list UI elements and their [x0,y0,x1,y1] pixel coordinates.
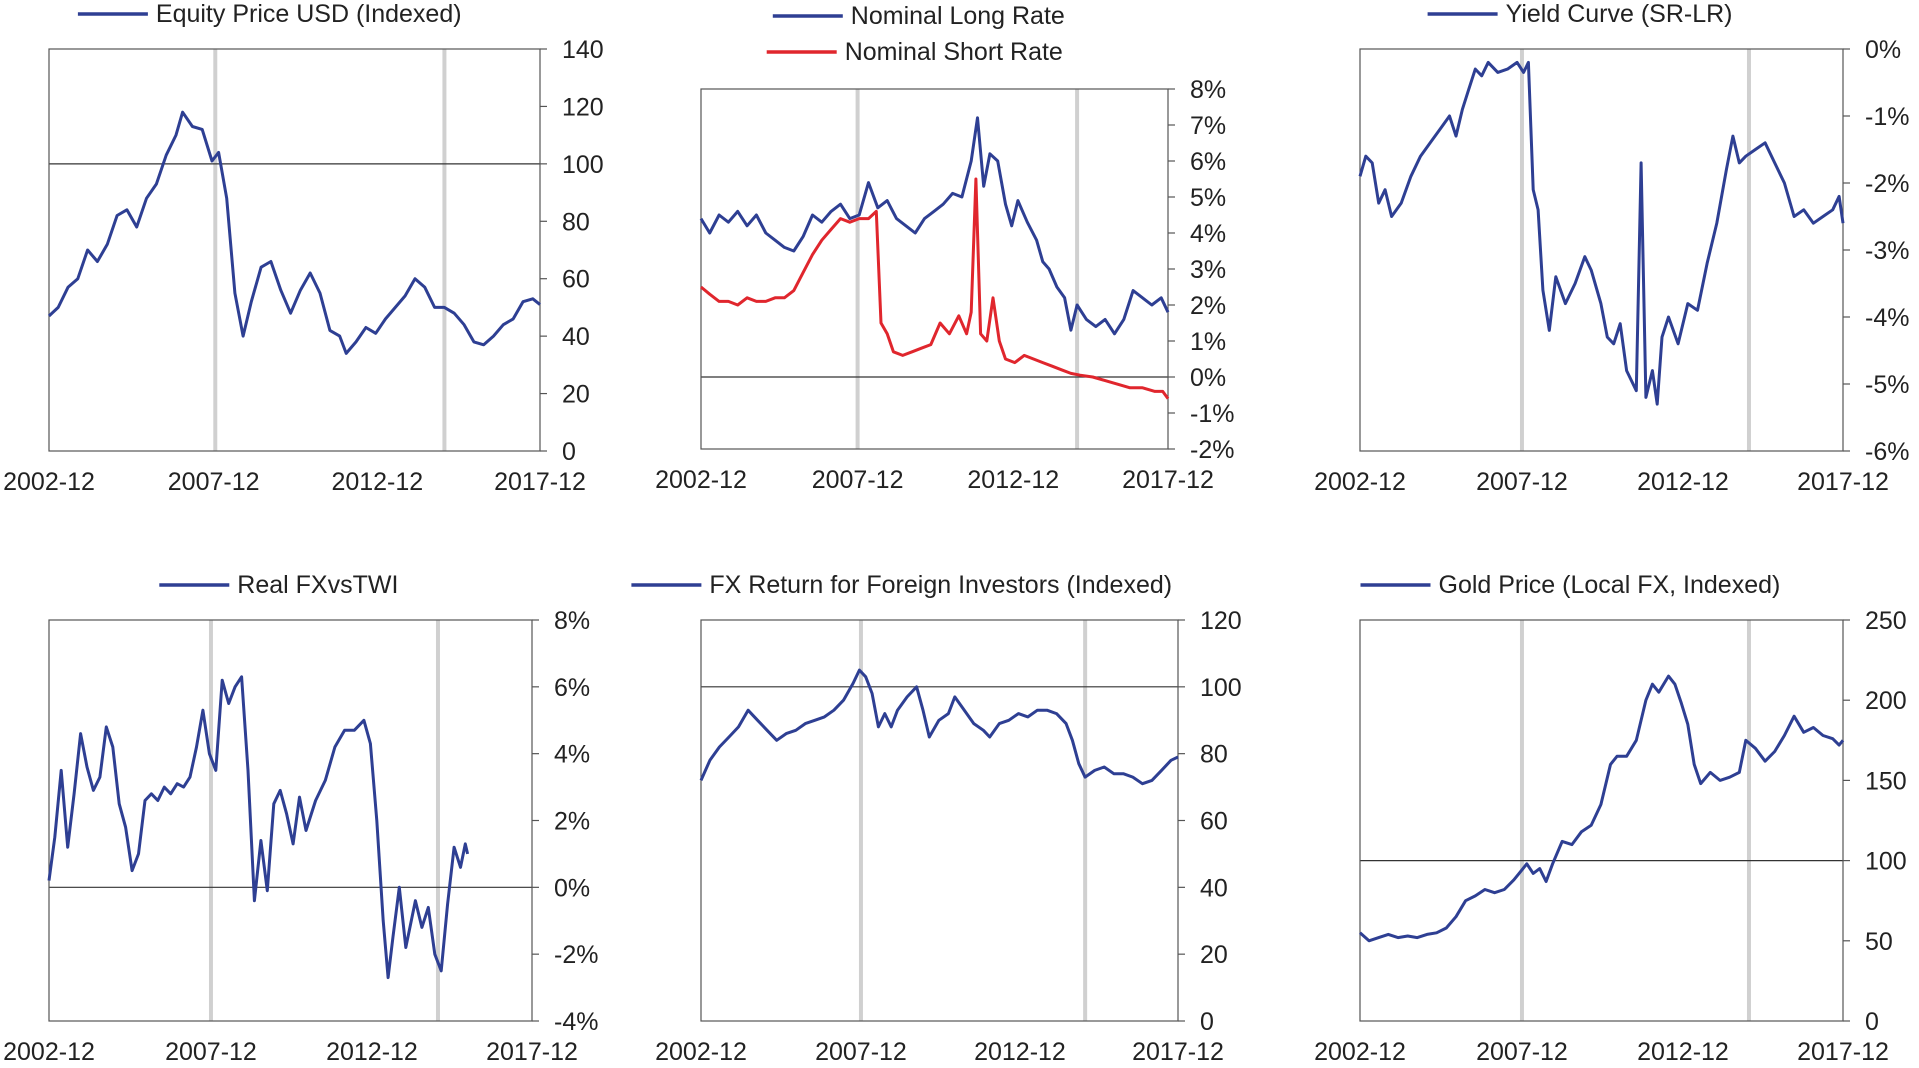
y-tick-label: -1% [1190,400,1234,428]
plot-frame [1359,619,1844,1022]
y-tick-label: 4% [554,741,590,769]
series-line-0 [47,675,470,980]
y-tick-label: 6% [1190,148,1226,176]
y-tick-label: 80 [562,208,590,236]
y-tick-label: 20 [1200,941,1228,969]
x-tick-label: 2012-12 [331,468,423,496]
y-tick-label: 50 [1865,928,1893,956]
x-tick-label: 2012-12 [1637,468,1729,496]
y-tick-label: 0% [554,874,590,902]
y-tick-label: 5% [1190,184,1226,212]
x-tick-label: 2017-12 [494,468,586,496]
legend-label: Real FXvsTWI [237,571,398,599]
chart-equity-price: 0 20 40 60 80 100 120 140 2002-12 2007-12 2012-12 2… [3,0,604,496]
legend-label: Gold Price (Local FX, Indexed) [1439,571,1781,599]
x-tick-label: 2017-12 [1132,1038,1224,1066]
chart-yield-curve: -6% -5% -4% -3% -2% -1% 0% 2002-12 2007-12 2012-1… [1314,0,1909,496]
x-tick-label: 2007-12 [1476,468,1568,496]
x-tick-label: 2007-12 [168,468,260,496]
legend-label: Equity Price USD (Indexed) [156,0,462,28]
legend-label: Nominal Long Rate [851,2,1065,30]
y-tick-label: 60 [562,266,590,294]
chart-fx-return: 0 20 40 60 80 100 120 2002-12 2007-12 2012-12 2017… [631,571,1242,1066]
x-tick-label: 2007-12 [815,1038,907,1066]
x-tick-label: 2012-12 [326,1038,418,1066]
y-tick-label: 100 [1200,674,1242,702]
y-tick-label: 200 [1865,687,1907,715]
y-tick-label: 150 [1865,767,1907,795]
x-tick-label: 2017-12 [486,1038,578,1066]
y-tick-label: 40 [562,323,590,351]
y-tick-label: 100 [562,151,604,179]
y-tick-label: 20 [562,381,590,409]
y-tick-label: 1% [1190,328,1226,356]
y-tick-label: 80 [1200,741,1228,769]
legend-label: Nominal Short Rate [845,38,1063,66]
y-tick-label: 120 [562,93,604,121]
x-tick-label: 2002-12 [655,466,747,494]
y-tick-label: -4% [1865,304,1909,332]
y-tick-label: 40 [1200,874,1228,902]
x-tick-label: 2017-12 [1797,468,1889,496]
x-tick-label: 2007-12 [812,466,904,494]
x-tick-label: 2002-12 [1314,468,1406,496]
y-tick-label: 60 [1200,808,1228,836]
y-tick-label: 2% [1190,292,1226,320]
x-tick-label: 2012-12 [967,466,1059,494]
y-tick-label: 0 [1200,1008,1214,1036]
series-line-0 [699,116,1170,336]
legend-label: Yield Curve (SR-LR) [1506,0,1733,28]
x-tick-label: 2002-12 [655,1038,747,1066]
x-tick-label: 2017-12 [1797,1038,1889,1066]
y-tick-label: 3% [1190,256,1226,284]
series-line-1 [700,177,1170,400]
x-tick-label: 2012-12 [974,1038,1066,1066]
y-tick-label: 0 [1865,1008,1879,1036]
y-tick-label: 8% [554,607,590,635]
y-tick-label: 2% [554,808,590,836]
legend-label: FX Return for Foreign Investors (Indexed… [709,571,1172,599]
x-tick-label: 2007-12 [165,1038,257,1066]
series-line-0 [1358,60,1845,406]
y-tick-label: 0% [1865,36,1901,64]
y-tick-label: -4% [554,1008,598,1036]
plot-frame [48,48,541,452]
y-tick-label: -2% [1865,170,1909,198]
y-tick-label: -5% [1865,371,1909,399]
y-tick-label: 4% [1190,220,1226,248]
y-tick-label: 250 [1865,607,1907,635]
chart-nominal-rates: -2% -1% 0% 1% 2% 3% 4% 5% 6% 7% 8% 2002-12 2007-12 20… [655,2,1234,494]
x-tick-label: 2017-12 [1122,466,1214,494]
x-tick-label: 2002-12 [1314,1038,1406,1066]
y-tick-label: -2% [1190,436,1234,464]
x-tick-label: 2002-12 [3,1038,95,1066]
y-tick-label: 6% [554,674,590,702]
series-line-0 [699,668,1179,786]
y-tick-label: 100 [1865,848,1907,876]
y-tick-label: 0 [562,438,576,466]
y-tick-label: -3% [1865,237,1909,265]
y-tick-label: -1% [1865,103,1909,131]
y-tick-label: 0% [1190,364,1226,392]
y-tick-label: 120 [1200,607,1242,635]
y-tick-label: -6% [1865,438,1909,466]
series-line-0 [47,110,541,355]
x-tick-label: 2007-12 [1476,1038,1568,1066]
y-tick-label: 140 [562,36,604,64]
x-tick-label: 2002-12 [3,468,95,496]
chart-real-fx-twi: -4% -2% 0% 2% 4% 6% 8% 2002-12 2007-12 2012-12 201… [3,571,598,1066]
x-tick-label: 2012-12 [1637,1038,1729,1066]
y-tick-label: 7% [1190,112,1226,140]
y-tick-label: -2% [554,941,598,969]
y-tick-label: 8% [1190,76,1226,104]
series-line-0 [1359,674,1845,943]
